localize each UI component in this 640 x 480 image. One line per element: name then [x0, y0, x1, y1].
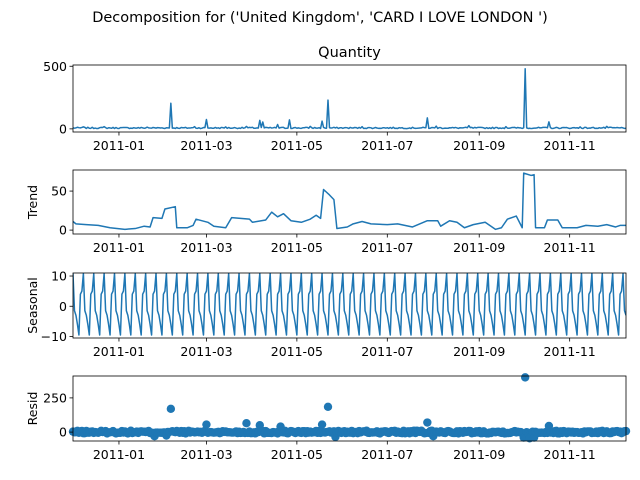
quantity-series-line [73, 68, 626, 130]
y-tick-label: 50 [51, 184, 67, 199]
y-axis-label: Seasonal [25, 277, 40, 334]
plot-area [73, 172, 626, 231]
axes-frame [72, 375, 627, 442]
axes-frame [72, 272, 627, 339]
x-tick-label: 2011-07 [361, 447, 413, 462]
x-tick-label: 2011-07 [361, 138, 413, 153]
resid-point [423, 418, 432, 427]
resid-point [520, 373, 530, 382]
seasonal-series-line [73, 273, 626, 336]
x-tick-label: 2011-03 [180, 240, 232, 255]
x-tick-label: 2011-03 [180, 138, 232, 153]
x-tick-label: 2011-09 [453, 240, 505, 255]
x-tick-label: 2011-01 [93, 447, 145, 462]
x-tick-label: 2011-03 [180, 447, 232, 462]
x-tick-label: 2011-11 [544, 344, 596, 359]
x-tick-label: 2011-11 [544, 240, 596, 255]
panel-title: Quantity [318, 45, 381, 61]
resid-point [242, 419, 251, 428]
x-tick-label: 2011-11 [544, 447, 596, 462]
y-tick-label: −10 [41, 329, 67, 344]
x-tick-label: 2011-03 [180, 344, 232, 359]
y-tick-label: 250 [43, 390, 67, 405]
y-tick-label: 500 [43, 59, 67, 74]
resid-point [323, 402, 333, 411]
plot-area [73, 68, 626, 130]
panel-seasonal: −10 0 10 2011-01 2011-03 2011-05 2011-07 2011-0… [25, 269, 627, 359]
resid-point [166, 404, 176, 414]
panel-quantity: 0 500 2011-01 2011-03 2011-05 2011-07 2011-09 2… [43, 45, 627, 153]
x-tick-label: 2011-05 [271, 138, 323, 153]
y-tick-label: 0 [59, 299, 67, 314]
plot-area [73, 273, 626, 336]
figure-title: Decomposition for ('United Kingdom', 'CA… [92, 10, 548, 26]
x-tick-label: 2011-01 [93, 240, 145, 255]
axes-frame [72, 64, 627, 133]
x-tick-label: 2011-07 [361, 344, 413, 359]
x-tick-label: 2011-07 [361, 240, 413, 255]
y-tick-label: 0 [59, 223, 67, 238]
y-tick-label: 0 [59, 425, 67, 440]
y-tick-label: 0 [59, 121, 67, 136]
x-tick-label: 2011-09 [453, 344, 505, 359]
x-tick-label: 2011-11 [544, 138, 596, 153]
x-tick-label: 2011-09 [453, 138, 505, 153]
x-tick-label: 2011-05 [271, 344, 323, 359]
y-tick-label: 10 [51, 269, 67, 284]
x-tick-label: 2011-05 [271, 447, 323, 462]
y-axis-label: Trend [25, 185, 40, 220]
resid-point [202, 420, 211, 429]
panel-resid: 0 250 2011-01 2011-03 2011-05 2011-07 2011-09 2… [25, 373, 631, 462]
x-tick-label: 2011-09 [453, 447, 505, 462]
resid-point [317, 420, 327, 429]
y-axis-label: Resid [25, 392, 40, 426]
x-tick-label: 2011-01 [93, 344, 145, 359]
x-tick-label: 2011-01 [93, 138, 145, 153]
axes-frame [72, 169, 627, 235]
trend-series-line [73, 172, 626, 231]
x-tick-label: 2011-05 [271, 240, 323, 255]
panel-trend: 0 50 2011-01 2011-03 2011-05 2011-07 2011-09 20… [25, 169, 627, 255]
